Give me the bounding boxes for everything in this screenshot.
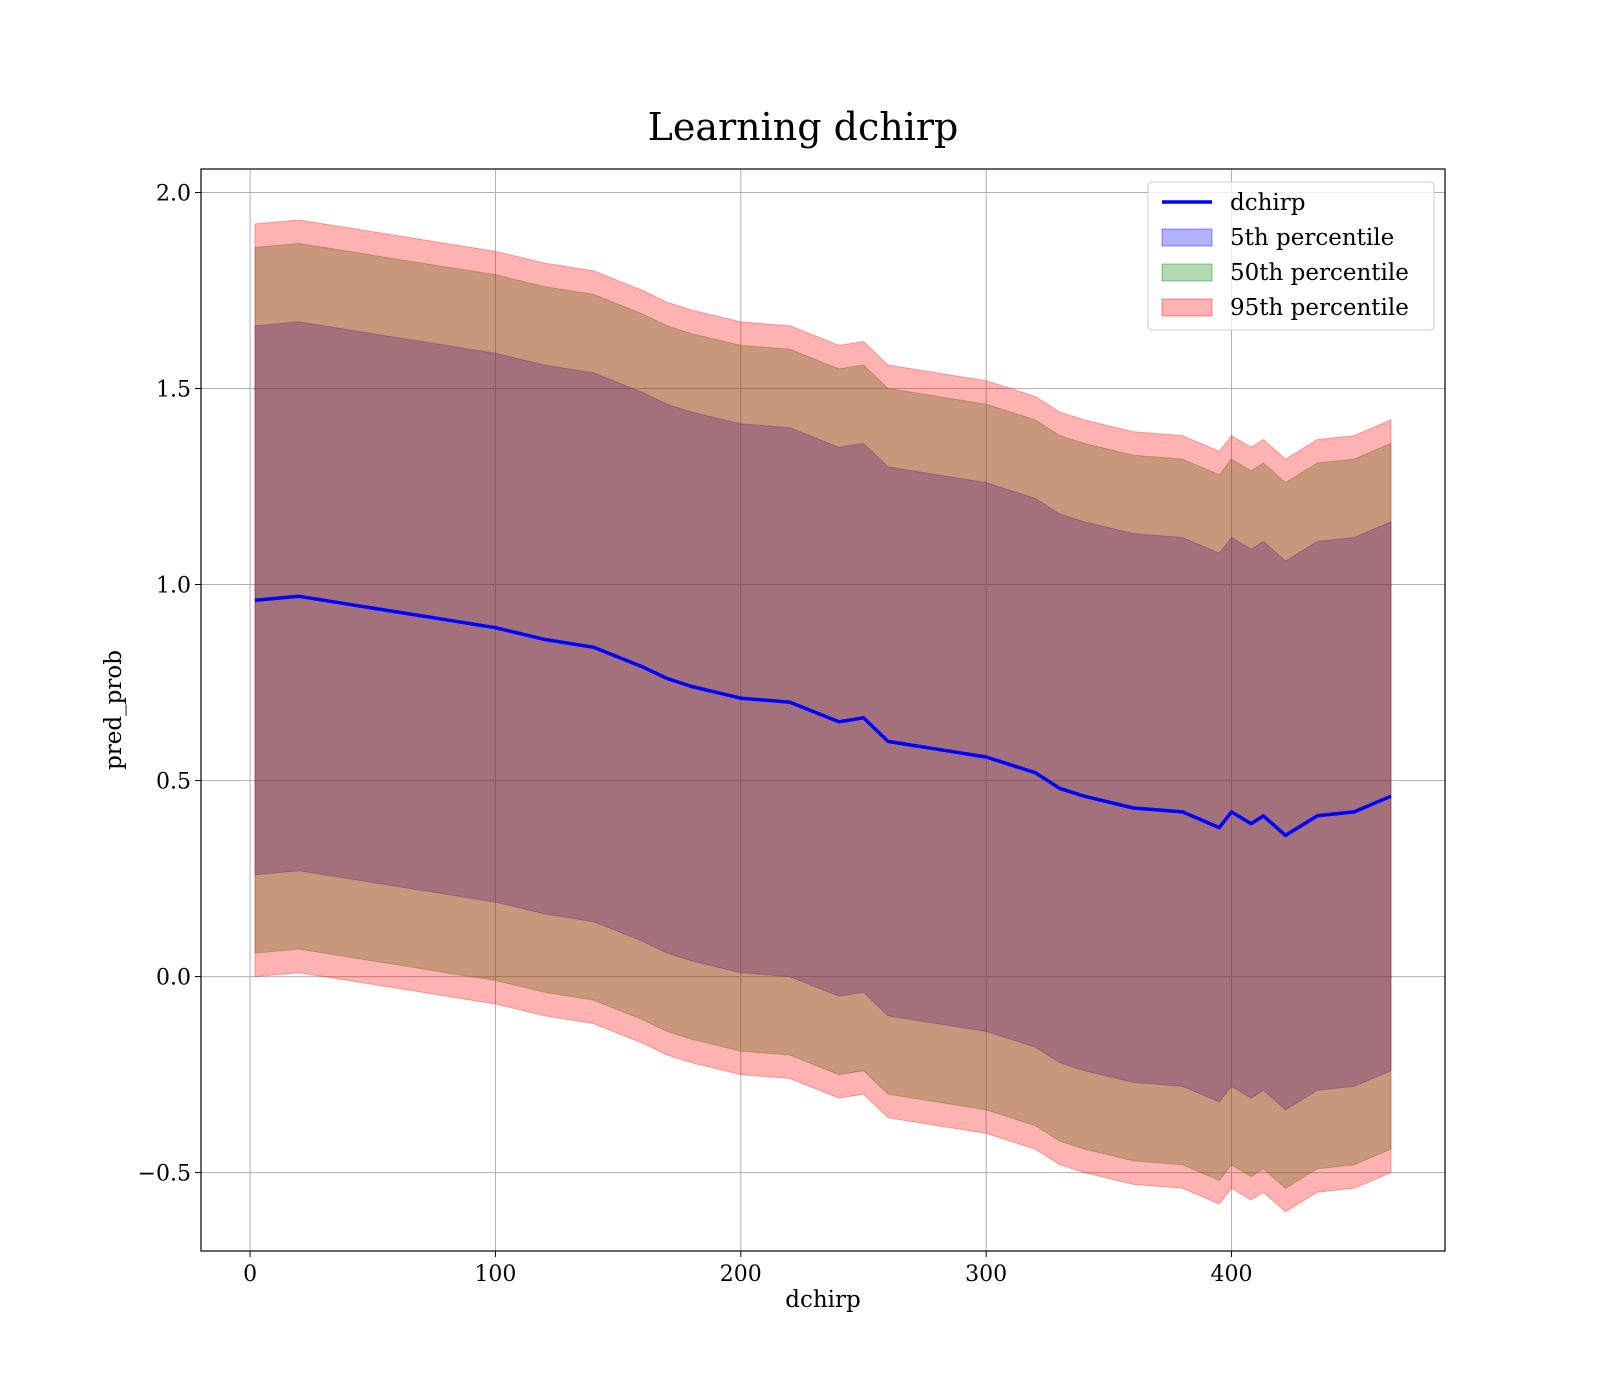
y-axis-label: pred_prob bbox=[101, 650, 127, 770]
y-tick-label: 1.0 bbox=[156, 574, 191, 599]
x-axis-label: dchirp bbox=[785, 1287, 861, 1313]
grid-lines bbox=[201, 169, 1445, 1251]
legend: dchirp 5th percentile 50th percentile 95th … bbox=[1147, 181, 1435, 331]
chart-title: Learning dchirp bbox=[648, 105, 959, 149]
legend-swatch-band bbox=[1161, 228, 1213, 247]
legend-label: dchirp bbox=[1230, 190, 1306, 216]
x-tick-label: 400 bbox=[1211, 1262, 1253, 1287]
legend-swatch-band bbox=[1161, 263, 1213, 282]
legend-frame bbox=[1147, 181, 1435, 331]
y-tick-label: 1.5 bbox=[156, 378, 191, 403]
y-tick-label: 0.5 bbox=[156, 770, 191, 795]
legend-label: 5th percentile bbox=[1230, 225, 1394, 251]
legend-label: 95th percentile bbox=[1230, 295, 1409, 321]
series-lines bbox=[254, 594, 1392, 838]
legend-label: 50th percentile bbox=[1230, 260, 1409, 286]
x-tick-label: 300 bbox=[965, 1262, 1007, 1287]
y-tick-label: −0.5 bbox=[138, 1162, 191, 1187]
axis-ticks: 0 100 200 300 400 −0.5 0.0 0.5 1.0 1.5 2.0 bbox=[138, 182, 1253, 1287]
x-tick-label: 100 bbox=[474, 1262, 516, 1287]
y-tick-label: 2.0 bbox=[156, 182, 191, 207]
legend-swatch-band bbox=[1161, 298, 1213, 317]
y-tick-label: 0.0 bbox=[156, 966, 191, 991]
x-tick-label: 200 bbox=[720, 1262, 762, 1287]
x-tick-label: 0 bbox=[243, 1262, 257, 1287]
plot-frame bbox=[200, 168, 1446, 1252]
line-dchirp bbox=[254, 594, 1392, 838]
